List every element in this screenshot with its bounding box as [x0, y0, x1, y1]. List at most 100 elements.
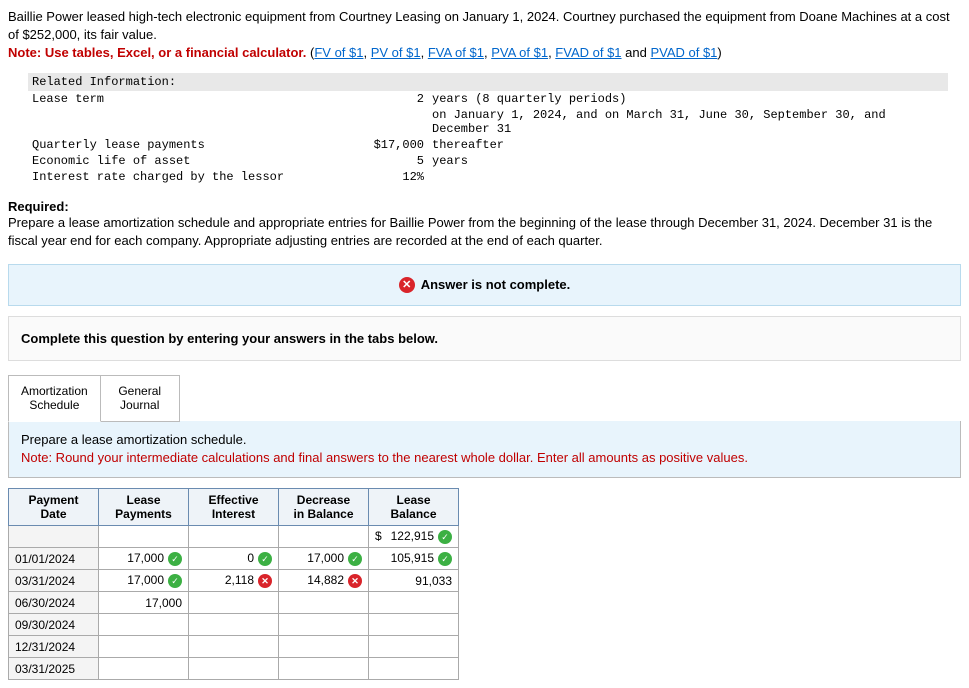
info-header: Related Information:	[28, 73, 948, 91]
cell-interest[interactable]	[189, 614, 279, 636]
required-text: Prepare a lease amortization schedule an…	[8, 214, 961, 250]
schedule-note-l1: Prepare a lease amortization schedule.	[21, 432, 246, 447]
info-desc: thereafter	[428, 137, 948, 153]
link-fva[interactable]: FVA of $1	[428, 45, 484, 60]
wrong-icon: ✕	[258, 574, 272, 588]
info-value	[348, 107, 428, 137]
link-fv[interactable]: FV of $1	[314, 45, 363, 60]
check-icon: ✓	[168, 574, 182, 588]
tab-label-l1: Amortization	[21, 384, 88, 398]
cell-date: 03/31/2024	[9, 570, 99, 592]
info-desc: years (8 quarterly periods)	[428, 91, 948, 107]
cell-interest[interactable]: 2,118✕	[189, 570, 279, 592]
tab-label-l1: General	[118, 384, 161, 398]
cell-balance[interactable]	[369, 614, 459, 636]
cell-date: 12/31/2024	[9, 636, 99, 658]
cell-date: 01/01/2024	[9, 548, 99, 570]
info-row: Lease term2years (8 quarterly periods)	[28, 91, 948, 107]
required-heading: Required:	[8, 199, 961, 214]
cell-balance[interactable]	[369, 658, 459, 680]
tab-general-journal[interactable]: General Journal	[100, 375, 180, 422]
cell-interest[interactable]	[189, 658, 279, 680]
cell-interest[interactable]: 0✓	[189, 548, 279, 570]
cell-decrease[interactable]: 17,000✓	[279, 548, 369, 570]
info-desc: on January 1, 2024, and on March 31, Jun…	[428, 107, 948, 137]
check-icon: ✓	[438, 530, 452, 544]
check-icon: ✓	[168, 552, 182, 566]
cell-date: 06/30/2024	[9, 592, 99, 614]
info-desc	[428, 169, 948, 185]
table-row: 06/30/202417,000	[9, 592, 459, 614]
error-icon: ✕	[399, 277, 415, 293]
info-label: Interest rate charged by the lessor	[28, 169, 348, 185]
column-header: EffectiveInterest	[189, 489, 279, 526]
cell-balance[interactable]: 105,915✓	[369, 548, 459, 570]
info-label	[28, 107, 348, 137]
link-fvad[interactable]: FVAD of $1	[555, 45, 621, 60]
related-info-table: Related Information: Lease term2years (8…	[28, 73, 948, 185]
tab-label-l2: Schedule	[29, 398, 79, 412]
cell-balance[interactable]: $122,915✓	[369, 526, 459, 548]
cell-payments[interactable]: 17,000✓	[99, 570, 189, 592]
cell-decrease[interactable]	[279, 614, 369, 636]
info-value: 5	[348, 153, 428, 169]
cell-balance[interactable]	[369, 592, 459, 614]
table-row: 03/31/202417,000✓2,118✕14,882✕91,033	[9, 570, 459, 592]
intro-text: Baillie Power leased high-tech electroni…	[8, 9, 950, 42]
cell-payments[interactable]	[99, 636, 189, 658]
cell-decrease[interactable]	[279, 592, 369, 614]
info-label: Lease term	[28, 91, 348, 107]
cell-balance[interactable]: 91,033	[369, 570, 459, 592]
cell-decrease[interactable]	[279, 658, 369, 680]
instruction-box: Complete this question by entering your …	[8, 316, 961, 361]
link-pvad[interactable]: PVAD of $1	[650, 45, 717, 60]
cell-decrease[interactable]	[279, 526, 369, 548]
column-header: Decreasein Balance	[279, 489, 369, 526]
and-text: and	[622, 45, 651, 60]
alert-incomplete: ✕ Answer is not complete.	[8, 264, 961, 306]
table-row: $122,915✓	[9, 526, 459, 548]
info-row: Economic life of asset5years	[28, 153, 948, 169]
link-pv[interactable]: PV of $1	[371, 45, 421, 60]
table-row: 01/01/202417,000✓0✓17,000✓105,915✓	[9, 548, 459, 570]
cell-payments[interactable]	[99, 614, 189, 636]
info-value: 2	[348, 91, 428, 107]
cell-balance[interactable]	[369, 636, 459, 658]
cell-payments[interactable]: 17,000	[99, 592, 189, 614]
check-icon: ✓	[438, 552, 452, 566]
info-value: 12%	[348, 169, 428, 185]
cell-date	[9, 526, 99, 548]
tab-amortization-schedule[interactable]: Amortization Schedule	[8, 375, 101, 422]
table-row: 12/31/2024	[9, 636, 459, 658]
column-header: LeaseBalance	[369, 489, 459, 526]
schedule-note: Prepare a lease amortization schedule. N…	[8, 421, 961, 478]
cell-interest[interactable]	[189, 592, 279, 614]
info-desc: years	[428, 153, 948, 169]
cell-date: 09/30/2024	[9, 614, 99, 636]
check-icon: ✓	[348, 552, 362, 566]
link-pva[interactable]: PVA of $1	[491, 45, 548, 60]
cell-decrease[interactable]: 14,882✕	[279, 570, 369, 592]
cell-payments[interactable]	[99, 526, 189, 548]
column-header: LeasePayments	[99, 489, 189, 526]
cell-interest[interactable]	[189, 526, 279, 548]
table-row: 09/30/2024	[9, 614, 459, 636]
info-row: on January 1, 2024, and on March 31, Jun…	[28, 107, 948, 137]
amortization-table: PaymentDateLeasePaymentsEffectiveInteres…	[8, 488, 459, 680]
cell-payments[interactable]: 17,000✓	[99, 548, 189, 570]
paren-close: )	[717, 45, 721, 60]
tab-label-l2: Journal	[120, 398, 159, 412]
info-label: Quarterly lease payments	[28, 137, 348, 153]
cell-payments[interactable]	[99, 658, 189, 680]
cell-interest[interactable]	[189, 636, 279, 658]
table-row: 03/31/2025	[9, 658, 459, 680]
wrong-icon: ✕	[348, 574, 362, 588]
info-value: $17,000	[348, 137, 428, 153]
tab-bar: Amortization Schedule General Journal	[8, 375, 961, 422]
check-icon: ✓	[258, 552, 272, 566]
schedule-note-l2: Note: Round your intermediate calculatio…	[21, 450, 748, 465]
info-label: Economic life of asset	[28, 153, 348, 169]
cell-date: 03/31/2025	[9, 658, 99, 680]
cell-decrease[interactable]	[279, 636, 369, 658]
note-label: Note: Use tables, Excel, or a financial …	[8, 45, 306, 60]
